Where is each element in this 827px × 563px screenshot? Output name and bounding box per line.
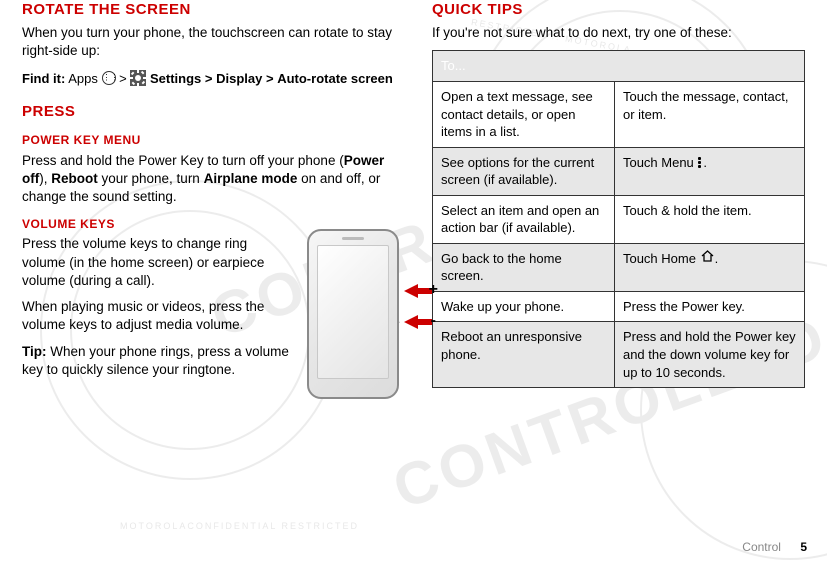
- findit-settings: Settings: [150, 71, 201, 86]
- table-header-row: To...: [433, 51, 805, 82]
- row3-pre: Touch Home: [623, 251, 700, 266]
- row2-left: Select an item and open an action bar (i…: [433, 195, 615, 243]
- rotate-heading: Rotate the screen: [22, 0, 412, 20]
- power-reboot: Reboot: [51, 171, 98, 186]
- right-column: Quick tips If you're not sure what to do…: [422, 0, 815, 563]
- tips-heading: Quick tips: [432, 0, 805, 20]
- menu-icon: [698, 156, 702, 169]
- tips-table: To... Open a text message, see contact d…: [432, 50, 805, 388]
- table-row: Open a text message, see contact details…: [433, 82, 805, 148]
- volume-up-arrow: [404, 284, 418, 298]
- left-column: Rotate the screen When you turn your pho…: [12, 0, 422, 563]
- row5-right: Press and hold the Power key and the dow…: [614, 322, 804, 388]
- press-heading: Press: [22, 102, 412, 122]
- row3-right: Touch Home .: [614, 243, 804, 291]
- rotate-findit: Find it: Apps ⋮⋮ > Settings > Display > …: [22, 69, 412, 89]
- power-b: ),: [39, 171, 51, 186]
- row0-right: Touch the message, contact, or item.: [614, 82, 804, 148]
- phone-figure: + -: [297, 229, 412, 399]
- row1-right: Touch Menu .: [614, 147, 804, 195]
- row5-left: Reboot an unresponsive phone.: [433, 322, 615, 388]
- row3-post: .: [715, 251, 719, 266]
- row1-left: See options for the current screen (if a…: [433, 147, 615, 195]
- volume-down-label: -: [431, 310, 436, 332]
- volume-p2: When playing music or videos, press the …: [22, 298, 291, 334]
- tip-body: When your phone rings, press a volume ke…: [22, 344, 289, 377]
- rotate-body: When you turn your phone, the touchscree…: [22, 24, 412, 60]
- volume-tip: Tip: When your phone rings, press a volu…: [22, 343, 291, 379]
- row1-post: .: [703, 155, 707, 170]
- row4-left: Wake up your phone.: [433, 291, 615, 322]
- row2-right: Touch & hold the item.: [614, 195, 804, 243]
- tip-label: Tip:: [22, 344, 47, 359]
- row1-pre: Touch Menu: [623, 155, 697, 170]
- findit-gt1: >: [119, 71, 127, 86]
- volume-p1: Press the volume keys to change ring vol…: [22, 235, 291, 290]
- findit-gt2: >: [205, 71, 213, 86]
- volume-down-arrow: [404, 315, 418, 329]
- table-row: Go back to the home screen. Touch Home .: [433, 243, 805, 291]
- row3-left: Go back to the home screen.: [433, 243, 615, 291]
- findit-autorotate: Auto-rotate screen: [277, 71, 393, 86]
- power-sub: Power key menu: [22, 132, 412, 148]
- findit-gt3: >: [266, 71, 274, 86]
- table-row: Select an item and open an action bar (i…: [433, 195, 805, 243]
- findit-label: Find it:: [22, 71, 65, 86]
- gear-icon: [130, 70, 146, 86]
- volume-up-label: +: [429, 279, 438, 301]
- table-row: See options for the current screen (if a…: [433, 147, 805, 195]
- table-row: Reboot an unresponsive phone. Press and …: [433, 322, 805, 388]
- power-body: Press and hold the Power Key to turn off…: [22, 152, 412, 207]
- power-c: your phone, turn: [98, 171, 204, 186]
- findit-display: Display: [216, 71, 262, 86]
- findit-apps: Apps: [68, 71, 98, 86]
- row4-right: Press the Power key.: [614, 291, 804, 322]
- apps-icon: ⋮⋮: [102, 71, 116, 85]
- phone-body: [307, 229, 399, 399]
- tips-intro: If you're not sure what to do next, try …: [432, 24, 805, 42]
- home-icon: [701, 249, 714, 267]
- row0-left: Open a text message, see contact details…: [433, 82, 615, 148]
- table-header-cell: To...: [433, 51, 805, 82]
- power-a: Press and hold the Power Key to turn off…: [22, 153, 344, 168]
- power-airplane: Airplane mode: [204, 171, 298, 186]
- table-row: Wake up your phone. Press the Power key.: [433, 291, 805, 322]
- volume-text: Press the volume keys to change ring vol…: [22, 235, 291, 387]
